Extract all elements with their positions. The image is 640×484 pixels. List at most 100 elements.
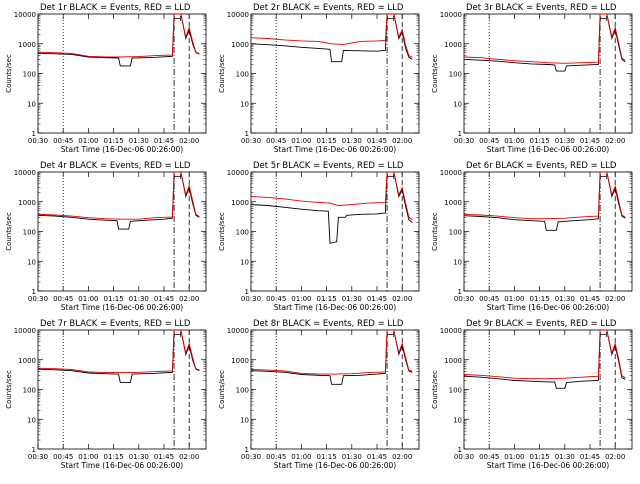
x-tick-label: 00:30 — [28, 453, 48, 461]
x-tick-label: 00:30 — [241, 137, 261, 145]
y-tick-label: 10 — [453, 258, 462, 266]
series-lld-line — [38, 330, 200, 374]
y-tick-label: 1 — [458, 288, 462, 296]
x-tick-label: 01:15 — [104, 137, 124, 145]
x-axis-label: Start Time (16-Dec-06 00:26:00) — [274, 303, 396, 312]
x-tick-label: 00:45 — [53, 137, 73, 145]
x-tick-label: 01:00 — [291, 295, 311, 303]
series-events-line — [38, 14, 200, 67]
y-tick-label: 10000 — [227, 169, 249, 177]
y-tick-label: 10000 — [440, 169, 462, 177]
panel-det-3: Det 3r BLACK = Events, RED = LLD 1 10 100 10… — [431, 3, 633, 154]
x-tick-label: 01:00 — [504, 137, 524, 145]
y-tick-label: 100 — [449, 387, 462, 395]
plot-frame — [463, 329, 633, 450]
y-tick-label: 10 — [27, 258, 36, 266]
flare-marker — [600, 332, 607, 337]
x-tick-label: 01:30 — [342, 295, 362, 303]
x-tick-label: 00:45 — [53, 453, 73, 461]
plot-frame — [250, 13, 420, 134]
x-tick-label: 01:15 — [317, 295, 337, 303]
series-events-line — [38, 330, 200, 384]
x-axis-label: Start Time (16-Dec-06 00:26:00) — [61, 145, 183, 154]
x-tick-label: 00:45 — [266, 453, 286, 461]
panel-title: Det 3r BLACK = Events, RED = LLD — [466, 3, 617, 13]
x-tick-label: 01:00 — [504, 295, 524, 303]
y-tick-label: 100 — [236, 71, 249, 79]
x-tick-label: 00:30 — [454, 295, 474, 303]
series-lld-line — [251, 172, 413, 221]
x-tick-label: 02:00 — [605, 137, 625, 145]
y-axis-label: Counts/sec — [218, 370, 226, 409]
plot-frame — [250, 171, 420, 292]
series-events-line — [464, 172, 626, 231]
x-tick-label: 01:45 — [367, 453, 387, 461]
panel-title: Det 4r BLACK = Events, RED = LLD — [40, 161, 191, 171]
x-tick-label: 01:30 — [342, 453, 362, 461]
y-tick-label: 1 — [245, 130, 249, 138]
x-tick-label: 01:30 — [129, 295, 149, 303]
x-tick-label: 02:00 — [392, 137, 412, 145]
x-tick-label: 01:00 — [78, 137, 98, 145]
series-lld-line — [464, 172, 626, 220]
x-axis-label: Start Time (16-Dec-06 00:26:00) — [274, 461, 396, 470]
y-tick-label: 10000 — [440, 327, 462, 335]
y-tick-label: 1 — [245, 288, 249, 296]
plot-frame — [250, 329, 420, 450]
x-tick-label: 01:15 — [104, 453, 124, 461]
flare-marker — [174, 174, 181, 179]
series-events-line — [464, 330, 626, 389]
plot-frame — [37, 13, 207, 134]
x-tick-label: 00:45 — [479, 137, 499, 145]
series-lld-line — [38, 172, 200, 220]
plot-frame — [37, 329, 207, 450]
x-tick-label: 01:00 — [291, 453, 311, 461]
x-tick-label: 01:00 — [78, 295, 98, 303]
panel-det-6: Det 6r BLACK = Events, RED = LLD 1 10 100 10… — [431, 161, 633, 312]
y-tick-label: 1000 — [444, 357, 462, 365]
y-tick-label: 10000 — [14, 11, 36, 19]
x-tick-label: 01:30 — [129, 453, 149, 461]
panel-det-5: Det 5r BLACK = Events, RED = LLD 1 10 100 10… — [218, 161, 420, 312]
y-tick-label: 100 — [236, 387, 249, 395]
y-axis-label: Counts/sec — [218, 54, 226, 93]
y-tick-label: 1 — [32, 446, 36, 454]
x-tick-label: 01:30 — [342, 137, 362, 145]
y-axis-label: Counts/sec — [431, 212, 439, 251]
panel-title: Det 2r BLACK = Events, RED = LLD — [253, 3, 404, 13]
x-tick-label: 00:45 — [479, 295, 499, 303]
x-tick-label: 01:30 — [555, 295, 575, 303]
x-tick-label: 01:15 — [317, 453, 337, 461]
series-events-line — [251, 330, 413, 385]
y-tick-label: 100 — [449, 71, 462, 79]
y-axis-label: Counts/sec — [5, 212, 13, 251]
panel-title: Det 5r BLACK = Events, RED = LLD — [253, 161, 404, 171]
x-axis-label: Start Time (16-Dec-06 00:26:00) — [274, 145, 396, 154]
y-tick-label: 1 — [32, 130, 36, 138]
x-tick-label: 01:15 — [104, 295, 124, 303]
x-tick-label: 02:00 — [392, 453, 412, 461]
x-tick-label: 01:45 — [580, 453, 600, 461]
x-tick-label: 01:30 — [129, 137, 149, 145]
series-lld-line — [464, 14, 626, 64]
y-axis-label: Counts/sec — [431, 370, 439, 409]
x-tick-label: 01:45 — [580, 137, 600, 145]
y-tick-label: 100 — [236, 229, 249, 237]
series-lld-line — [464, 330, 626, 380]
panel-det-2: Det 2r BLACK = Events, RED = LLD 1 10 100 10… — [218, 3, 420, 154]
x-tick-label: 01:45 — [154, 137, 174, 145]
x-tick-label: 01:45 — [367, 295, 387, 303]
y-tick-label: 10000 — [227, 327, 249, 335]
y-tick-label: 1 — [32, 288, 36, 296]
x-tick-label: 01:15 — [530, 295, 550, 303]
y-tick-label: 100 — [23, 387, 36, 395]
x-tick-label: 00:45 — [266, 137, 286, 145]
series-lld-line — [38, 14, 200, 58]
y-tick-label: 100 — [23, 71, 36, 79]
y-tick-label: 1 — [245, 446, 249, 454]
flare-marker — [387, 174, 394, 179]
series-events-line — [251, 172, 413, 244]
panel-title: Det 7r BLACK = Events, RED = LLD — [40, 319, 191, 329]
panel-title: Det 8r BLACK = Events, RED = LLD — [253, 319, 404, 329]
